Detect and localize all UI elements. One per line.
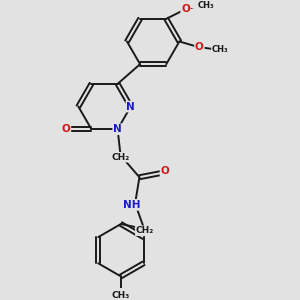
Text: CH₃: CH₃ [212, 45, 228, 54]
Text: O: O [181, 4, 190, 14]
Text: CH₂: CH₂ [136, 226, 154, 235]
Text: NH: NH [123, 200, 141, 210]
Text: O: O [160, 167, 169, 176]
Text: N: N [113, 124, 122, 134]
Text: O: O [61, 124, 70, 134]
Text: O: O [195, 42, 204, 52]
Text: CH₂: CH₂ [111, 153, 130, 162]
Text: N: N [126, 101, 135, 112]
Text: CH₃: CH₃ [198, 1, 214, 10]
Text: CH₃: CH₃ [112, 291, 130, 300]
